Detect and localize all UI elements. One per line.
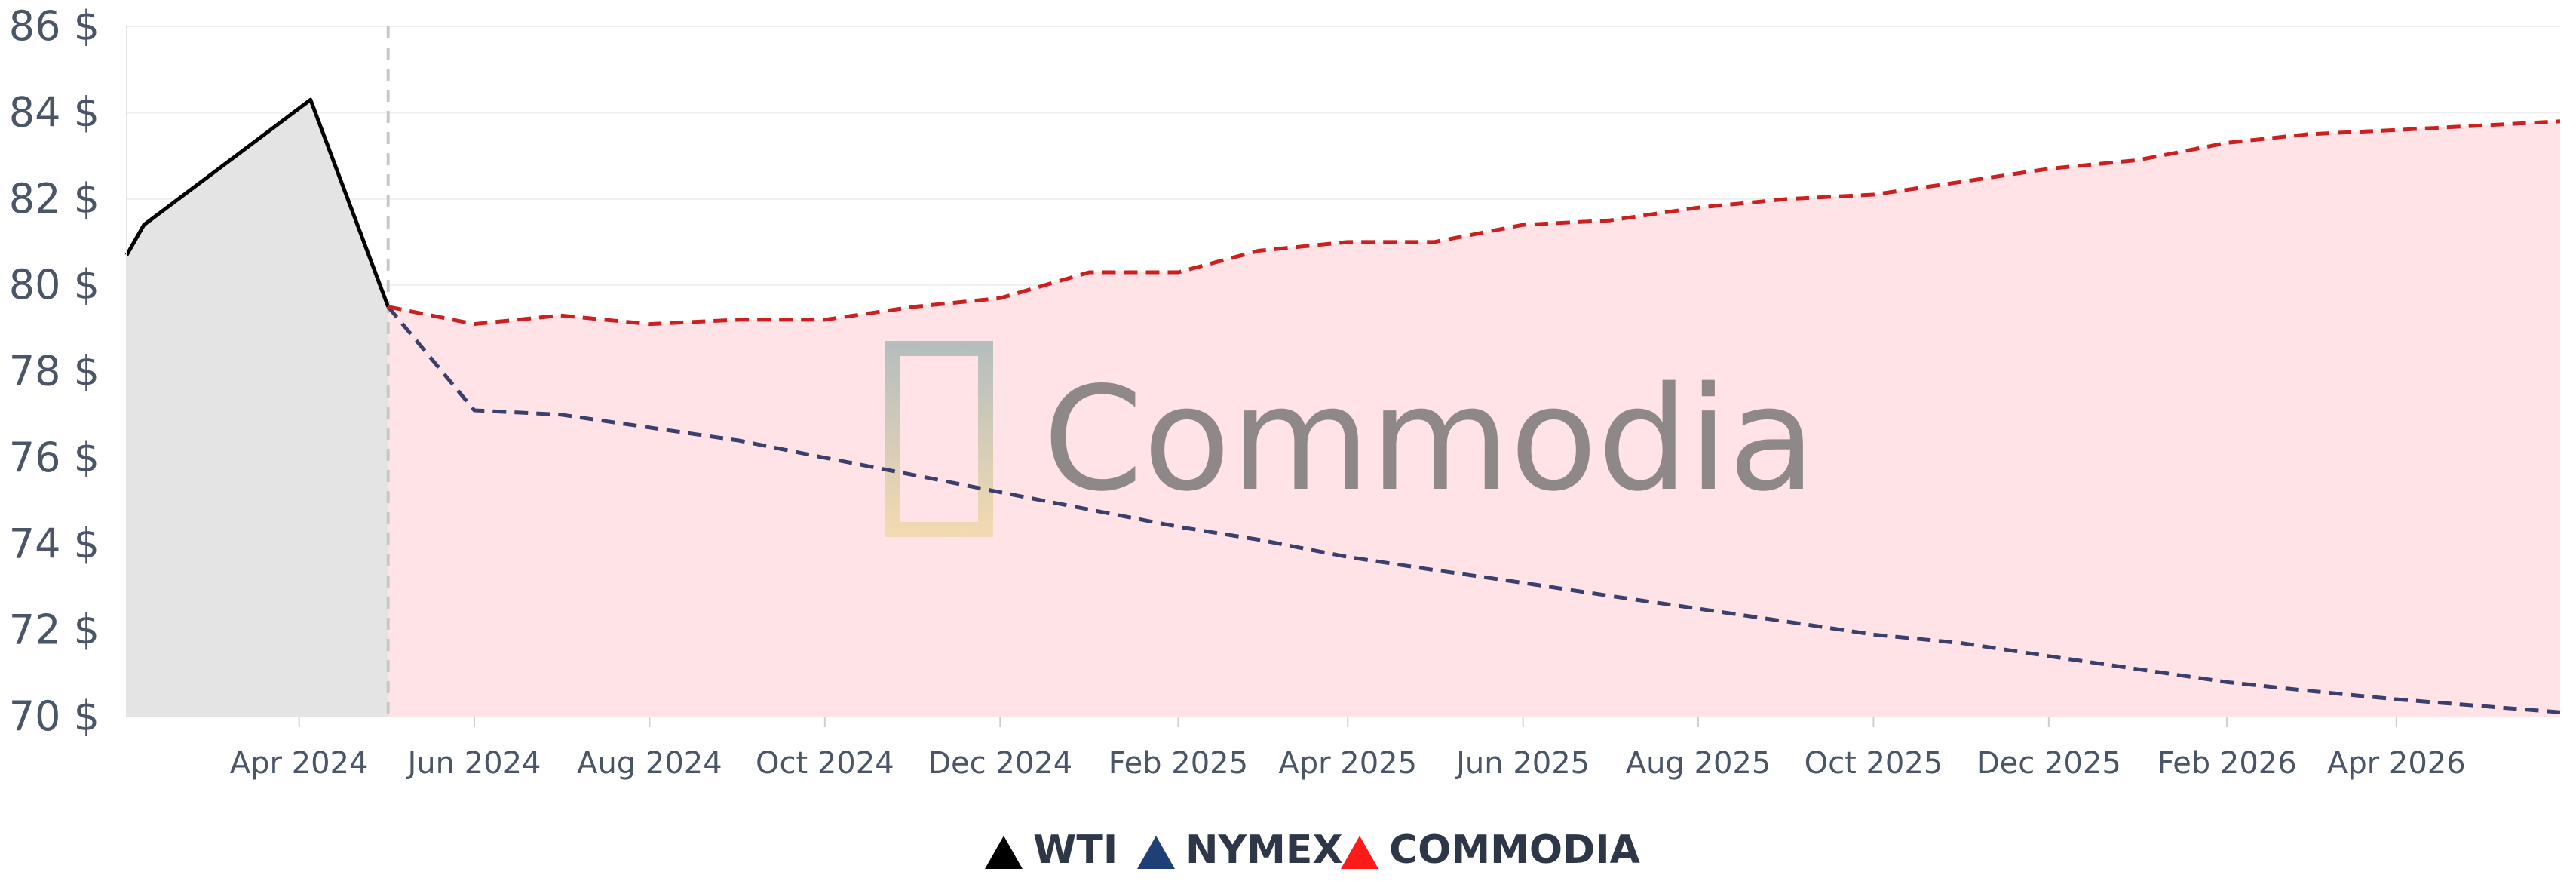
y-tick-label: 82 $ bbox=[9, 175, 100, 223]
watermark-text: Commodia bbox=[1043, 356, 1816, 523]
x-tick-label: Oct 2025 bbox=[1805, 746, 1943, 781]
legend-item-commodia[interactable]: COMMODIA bbox=[1341, 827, 1640, 873]
area-wti bbox=[127, 100, 388, 717]
x-tick-label: Feb 2025 bbox=[1109, 746, 1248, 781]
y-tick-label: 78 $ bbox=[9, 348, 100, 395]
y-tick-label: 86 $ bbox=[9, 2, 100, 50]
y-tick-label: 72 $ bbox=[9, 606, 100, 654]
legend-triangle-icon bbox=[1137, 836, 1175, 869]
series-lines bbox=[124, 97, 2561, 714]
x-axis: Apr 2024 Jun 2024 Aug 2024 Oct 2024 Dec 2024… bbox=[230, 717, 2466, 781]
line-nymex bbox=[386, 305, 2561, 714]
legend-triangle-icon bbox=[1341, 836, 1378, 869]
y-tick-label: 80 $ bbox=[9, 261, 100, 309]
x-tick-label: Feb 2026 bbox=[2157, 746, 2296, 781]
y-tick-label: 76 $ bbox=[9, 434, 100, 481]
x-tick-label: Apr 2024 bbox=[230, 746, 369, 781]
x-tick-label: Oct 2024 bbox=[756, 746, 894, 781]
legend: WTI NYMEX COMMODIA bbox=[985, 827, 1640, 873]
series-areas bbox=[127, 100, 2561, 717]
x-tick-label: Aug 2025 bbox=[1626, 746, 1771, 781]
x-tick-label: Dec 2025 bbox=[1976, 746, 2121, 781]
legend-item-wti[interactable]: WTI bbox=[985, 827, 1118, 873]
x-tick-label: Apr 2026 bbox=[2327, 746, 2466, 781]
y-tick-label: 70 $ bbox=[9, 692, 100, 740]
y-tick-label: 74 $ bbox=[9, 520, 100, 567]
x-tick-label: Jun 2024 bbox=[405, 746, 541, 781]
commodia-logo-icon bbox=[885, 341, 993, 537]
line-wti bbox=[124, 97, 391, 308]
watermark: Commodia bbox=[885, 341, 1816, 537]
legend-item-nymex[interactable]: NYMEX bbox=[1137, 827, 1343, 873]
x-tick-label: Apr 2025 bbox=[1278, 746, 1417, 781]
legend-label: WTI bbox=[1033, 827, 1118, 873]
y-axis: 70 $ 72 $ 74 $ 76 $ 78 $ 80 $ 82 $ 84 $ 86 $ bbox=[9, 2, 127, 740]
line-commodia bbox=[388, 119, 2561, 327]
legend-label: NYMEX bbox=[1185, 827, 1343, 873]
legend-label: COMMODIA bbox=[1389, 827, 1640, 873]
area-commodia bbox=[388, 121, 2561, 717]
legend-triangle-icon bbox=[985, 836, 1023, 869]
x-tick-label: Aug 2024 bbox=[577, 746, 722, 781]
y-tick-label: 84 $ bbox=[9, 88, 100, 136]
x-tick-label: Jun 2025 bbox=[1454, 746, 1590, 781]
x-tick-label: Dec 2024 bbox=[928, 746, 1072, 781]
